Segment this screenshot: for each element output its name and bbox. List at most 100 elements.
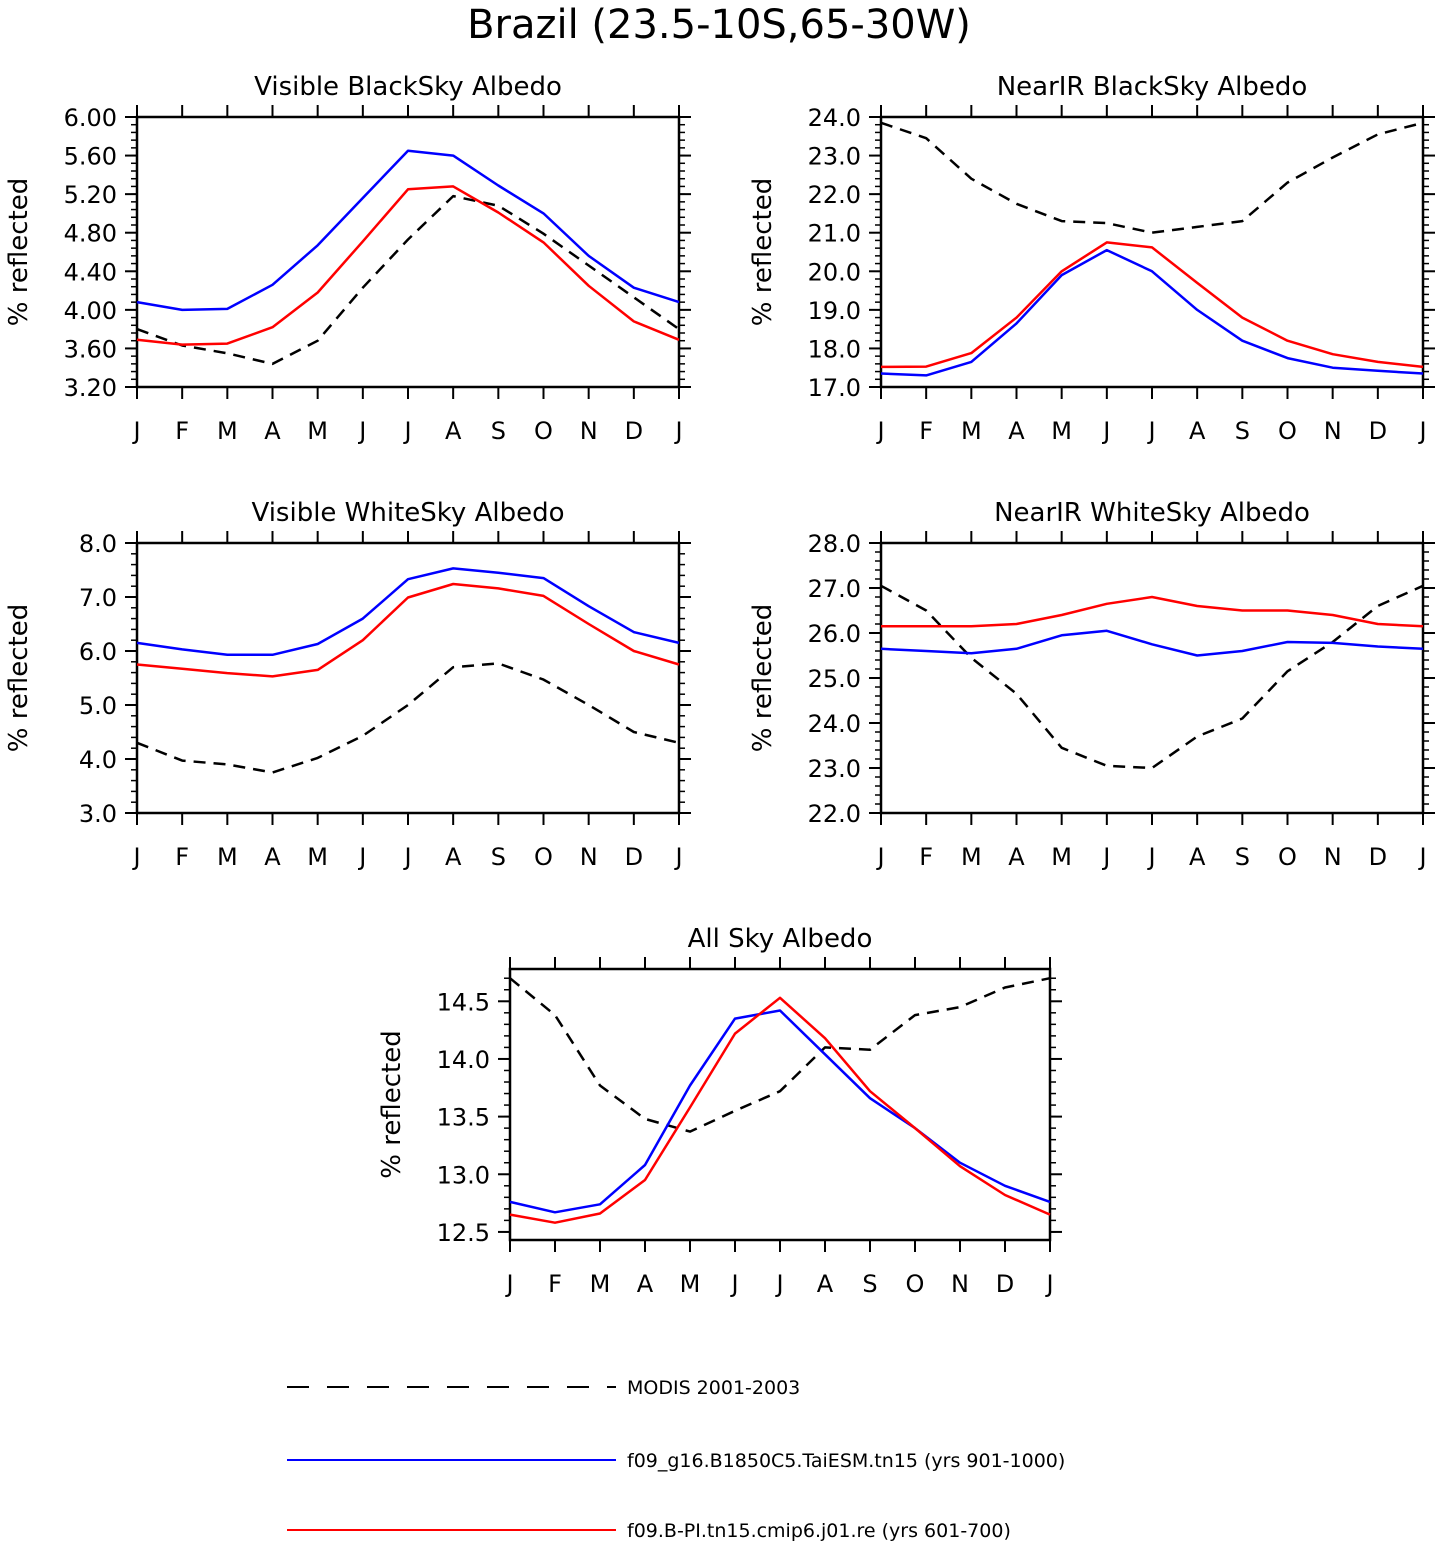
x-tick-label: N — [580, 843, 598, 871]
y-tick-label: 22.0 — [808, 800, 861, 828]
y-tick-label: 14.5 — [437, 988, 490, 1016]
plot-frame — [879, 541, 1425, 815]
y-tick-label: 6.0 — [79, 638, 117, 666]
panel-title: Visible WhiteSky Albedo — [251, 498, 564, 528]
y-tick-label: 20.0 — [808, 258, 861, 286]
x-tick-label: J — [875, 843, 884, 871]
x-tick-label: J — [729, 1270, 738, 1298]
x-tick-label: S — [1235, 417, 1250, 445]
series-line — [880, 241, 1424, 369]
x-tick-label: D — [1369, 417, 1387, 445]
x-tick-label: J — [1044, 1270, 1053, 1298]
y-tick-label: 26.0 — [808, 620, 861, 648]
y-tick-label: 17.0 — [808, 374, 861, 402]
x-tick-label: M — [961, 843, 982, 871]
x-tick-label: M — [217, 417, 238, 445]
y-tick-label: 4.00 — [64, 297, 117, 325]
x-tick-label: A — [264, 417, 281, 445]
x-tick-label: M — [680, 1270, 701, 1298]
x-tick-label: F — [919, 417, 933, 445]
y-tick-label: 18.0 — [808, 335, 861, 363]
y-tick-label: 3.60 — [64, 335, 117, 363]
panel-title: NearIR WhiteSky Albedo — [994, 498, 1310, 528]
y-tick-label: 4.0 — [79, 746, 117, 774]
x-tick-label: N — [1324, 417, 1342, 445]
series-line — [509, 976, 1051, 1133]
x-tick-label: A — [1008, 417, 1025, 445]
panel-title: Visible BlackSky Albedo — [254, 72, 562, 102]
x-tick-label: A — [637, 1270, 654, 1298]
x-tick-label: F — [175, 417, 189, 445]
x-tick-label: M — [217, 843, 238, 871]
panel-title: NearIR BlackSky Albedo — [997, 72, 1308, 102]
panel-title: All Sky Albedo — [688, 924, 873, 954]
x-tick-label: M — [1051, 417, 1072, 445]
series-line — [136, 185, 680, 346]
x-tick-label: J — [774, 1270, 783, 1298]
x-tick-label: D — [625, 843, 643, 871]
x-tick-label: S — [491, 417, 506, 445]
series-line — [509, 996, 1051, 1224]
series-line — [880, 584, 1424, 770]
x-tick-label: F — [919, 843, 933, 871]
x-tick-label: J — [131, 843, 140, 871]
x-tick-label: J — [357, 417, 366, 445]
y-tick-label: 14.0 — [437, 1046, 490, 1074]
y-tick-label: 25.0 — [808, 665, 861, 693]
x-tick-label: J — [1146, 843, 1155, 871]
x-tick-label: F — [548, 1270, 562, 1298]
legend-label: f09_g16.B1850C5.TaiESM.tn15 (yrs 901-100… — [627, 1450, 1065, 1472]
y-axis-label: % reflected — [377, 1030, 407, 1178]
y-tick-label: 22.0 — [808, 181, 861, 209]
x-tick-label: J — [1417, 843, 1426, 871]
series-line — [509, 1009, 1051, 1214]
y-axis-label: % reflected — [4, 178, 34, 326]
x-tick-label: F — [175, 843, 189, 871]
x-tick-label: M — [307, 843, 328, 871]
y-axis-label: % reflected — [748, 604, 778, 752]
x-tick-label: J — [1417, 417, 1426, 445]
y-tick-label: 5.0 — [79, 692, 117, 720]
x-tick-label: A — [445, 843, 462, 871]
x-tick-label: A — [264, 843, 281, 871]
y-tick-label: 13.0 — [437, 1161, 490, 1189]
series-line — [136, 582, 680, 678]
y-tick-label: 23.0 — [808, 143, 861, 171]
series-line — [136, 194, 680, 366]
x-tick-label: J — [673, 843, 682, 871]
y-axis-label: % reflected — [748, 178, 778, 326]
figure-title: Brazil (23.5-10S,65-30W) — [467, 2, 971, 48]
plot-frame — [135, 115, 681, 389]
x-tick-label: O — [534, 843, 553, 871]
series-line — [880, 629, 1424, 657]
y-tick-label: 28.0 — [808, 530, 861, 558]
x-tick-label: M — [1051, 843, 1072, 871]
x-tick-label: J — [1101, 417, 1110, 445]
series-line — [880, 121, 1424, 234]
legend-label: f09.B-PI.tn15.cmip6.j01.re (yrs 601-700) — [627, 1520, 1011, 1542]
x-tick-label: A — [1008, 843, 1025, 871]
y-tick-label: 13.5 — [437, 1104, 490, 1132]
x-tick-label: N — [580, 417, 598, 445]
series-line — [136, 567, 680, 657]
y-tick-label: 4.80 — [64, 220, 117, 248]
x-tick-label: J — [402, 417, 411, 445]
y-tick-label: 27.0 — [808, 575, 861, 603]
x-tick-label: O — [1278, 417, 1297, 445]
x-tick-label: S — [862, 1270, 877, 1298]
x-tick-label: A — [817, 1270, 834, 1298]
x-tick-label: D — [996, 1270, 1014, 1298]
x-tick-label: M — [307, 417, 328, 445]
legend: MODIS 2001-2003 f09_g16.B1850C5.TaiESM.tn… — [287, 1377, 1065, 1542]
series-line — [881, 595, 1424, 628]
x-tick-label: A — [1189, 417, 1206, 445]
y-tick-label: 12.5 — [437, 1219, 490, 1247]
y-tick-label: 3.0 — [79, 800, 117, 828]
y-tick-label: 24.0 — [808, 104, 861, 132]
